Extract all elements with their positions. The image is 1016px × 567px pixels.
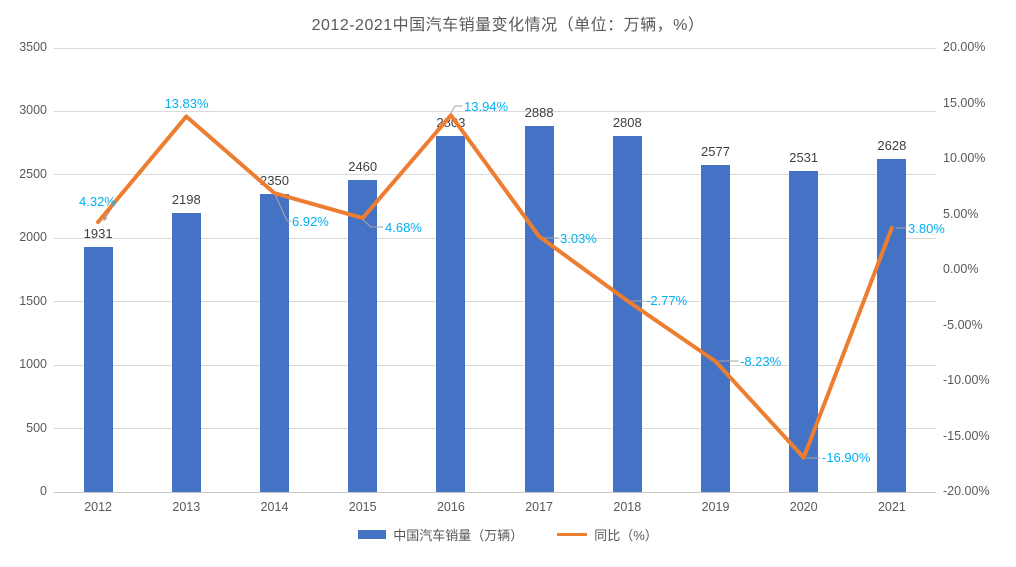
x-axis-label: 2021 (877, 500, 906, 514)
bar-2017 (524, 125, 554, 492)
pct-label-2021: 3.80% (908, 221, 945, 236)
label-leader-line (104, 207, 113, 220)
y-axis-tick-right: 5.00% (943, 206, 979, 221)
pct-label-2017: 3.03% (560, 231, 597, 246)
x-axis-label: 2014 (260, 500, 289, 514)
line-swatch-icon (557, 532, 588, 537)
bar-value-label: 2531 (789, 149, 819, 165)
x-axis-label: 2017 (525, 500, 553, 514)
y-axis-tick-left: 2500 (19, 166, 47, 181)
legend-label: 中国汽车销量（万辆） (393, 528, 524, 543)
y-axis-tick-right: -5.00% (943, 317, 983, 332)
y-axis-tick-right: -20.00% (943, 484, 990, 498)
y-axis-tick-left: 0 (40, 484, 47, 498)
x-axis-label: 2019 (701, 500, 730, 514)
bar-2016 (436, 136, 466, 492)
bar-2012 (83, 247, 113, 492)
bar-value-label: 2803 (436, 115, 466, 131)
bar-value-label: 2350 (260, 172, 289, 188)
legend-label: 同比（%） (594, 528, 658, 543)
bar-2015 (348, 179, 378, 492)
bar-swatch-icon (358, 530, 387, 539)
x-axis-label: 2012 (84, 500, 112, 514)
x-axis-label: 2015 (348, 500, 377, 514)
y-axis-tick-left: 1000 (19, 357, 47, 372)
y-axis-tick-left: 3000 (19, 103, 47, 118)
bar-2021 (877, 158, 907, 492)
bar-2018 (612, 135, 642, 492)
label-leader-line (450, 105, 463, 114)
bar-value-label: 2808 (612, 114, 642, 130)
gridline (54, 47, 936, 49)
pct-label-2013: 13.83% (164, 96, 209, 111)
bar-value-label: 2577 (701, 144, 730, 160)
yoy-line (96, 113, 894, 460)
legend-item-sales: 中国汽车销量（万辆） (358, 525, 523, 544)
y-axis-tick-right: 20.00% (943, 40, 986, 54)
x-axis-label: 2016 (436, 500, 465, 514)
bar-2020 (789, 170, 819, 492)
bar-2013 (171, 213, 201, 492)
gridline (54, 491, 936, 493)
pct-label-2018: -2.77% (646, 293, 688, 308)
pct-label-2016: 13.94% (464, 99, 509, 114)
y-axis-tick-left: 1500 (19, 293, 47, 308)
bar-value-label: 2460 (348, 158, 378, 174)
y-axis-tick-right: 0.00% (943, 262, 979, 276)
bar-2019 (701, 165, 730, 492)
bar-2014 (260, 193, 289, 492)
bar-value-label: 1931 (83, 226, 113, 242)
legend: 中国汽车销量（万辆） 同比（%） (0, 525, 1016, 544)
pct-label-2019: -8.23% (740, 354, 782, 369)
pct-label-2012: 4.32% (79, 194, 116, 209)
bar-value-label: 2888 (524, 104, 554, 120)
y-axis-tick-right: -10.00% (943, 373, 990, 387)
y-axis-tick-right: 15.00% (943, 95, 986, 110)
bar-value-label: 2628 (877, 137, 907, 153)
label-leader-arrowhead (103, 215, 108, 222)
y-axis-tick-left: 500 (26, 420, 47, 435)
x-axis-label: 2018 (613, 500, 642, 514)
y-axis-tick-left: 2000 (19, 230, 47, 245)
x-axis-label: 2020 (789, 500, 818, 514)
chart-title: 2012-2021中国汽车销量变化情况（单位：万辆，%） (311, 17, 705, 34)
y-axis-tick-left: 3500 (19, 40, 47, 54)
pct-label-2015: 4.68% (385, 220, 422, 235)
y-axis-tick-right: -15.00% (943, 428, 990, 443)
pct-label-2020: -16.90% (822, 450, 871, 465)
gridline (54, 110, 936, 112)
y-axis-tick-right: 10.00% (943, 151, 986, 165)
bar-value-label: 2198 (171, 192, 201, 208)
x-axis-label: 2013 (172, 500, 201, 514)
legend-item-yoy: 同比（%） (557, 525, 658, 544)
pct-label-2014: 6.92% (292, 214, 329, 229)
